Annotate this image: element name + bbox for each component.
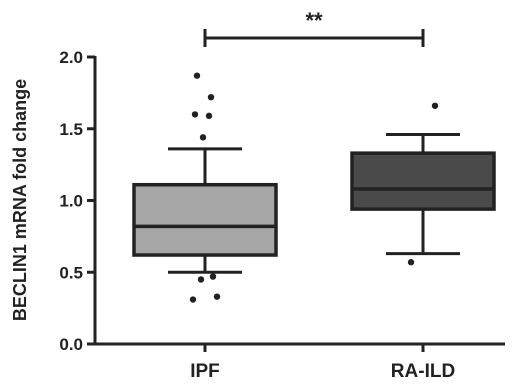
outlier-point (189, 296, 197, 303)
box-ra-ild (350, 151, 496, 211)
outlier-point (193, 72, 201, 79)
y-axis-label: BECLIN1 mRNA fold change (10, 79, 30, 321)
significance-bracket: ** (203, 8, 425, 47)
axes: 0.0 0.5 1.0 1.5 2.0 IPF RA-ILD (59, 48, 505, 382)
outliers (189, 72, 439, 303)
outlier-point (209, 273, 217, 280)
box-ipf (132, 182, 278, 257)
outlier-point (199, 134, 207, 141)
outlier-point (191, 111, 199, 118)
y-tick-label: 1.5 (59, 120, 83, 139)
boxes (132, 132, 496, 274)
y-tick-label: 1.0 (59, 192, 83, 211)
outlier-point (431, 102, 439, 109)
outlier-point (213, 293, 221, 300)
y-tick-label: 2.0 (59, 48, 83, 67)
outlier-point (205, 112, 213, 120)
outlier-point (197, 276, 205, 283)
x-tick-label: RA-ILD (391, 361, 455, 382)
y-tick-label: 0.0 (59, 335, 83, 354)
x-tick-label: IPF (190, 361, 220, 382)
significance-label: ** (305, 8, 323, 33)
outlier-point (207, 93, 215, 101)
y-tick-label: 0.5 (59, 263, 83, 282)
outlier-point (407, 259, 415, 266)
